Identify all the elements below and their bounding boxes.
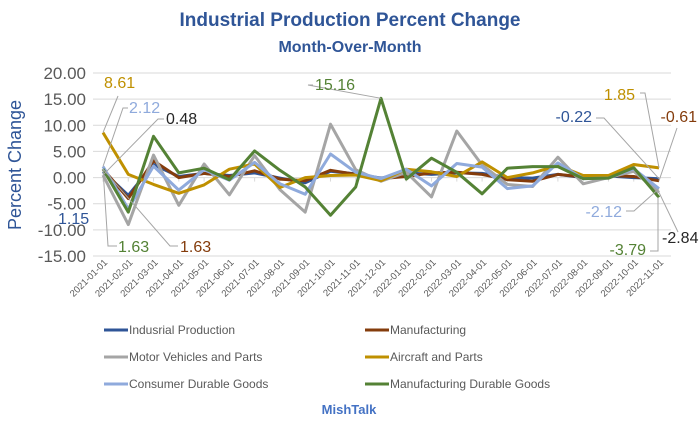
legend-label: Manufacturing bbox=[390, 323, 466, 337]
annotation-leader bbox=[640, 92, 660, 168]
data-label: 1.63 bbox=[180, 239, 211, 256]
data-label: 1.63 bbox=[118, 239, 149, 256]
chart-title: Industrial Production Percent Change bbox=[180, 10, 521, 31]
y-axis-ticks: 20.00 15.00 10.00 5.00 0.00 -5.00 -10.00 -15.00 bbox=[38, 64, 86, 266]
legend-label: Manufacturing Durable Goods bbox=[390, 377, 550, 391]
x-axis-ticks: 2021-01-012021-02-012021-03-012021-04-01… bbox=[68, 177, 666, 299]
legend-item: Manufacturing Durable Goods bbox=[365, 377, 550, 391]
legend-label: Motor Vehicles and Parts bbox=[129, 350, 262, 364]
legend-item: Manufacturing bbox=[365, 323, 466, 337]
annotation-leader bbox=[596, 117, 660, 180]
data-label: -2.84 bbox=[662, 230, 699, 247]
data-label: 1.15 bbox=[58, 211, 89, 228]
annotation-leader bbox=[650, 197, 659, 252]
data-label: 8.61 bbox=[104, 75, 135, 92]
chart-subtitle: Month-Over-Month bbox=[278, 39, 421, 56]
legend-label: Aircraft and Parts bbox=[390, 350, 483, 364]
legend-label: Indusrial Production bbox=[129, 323, 235, 337]
annotation-leader bbox=[626, 188, 660, 212]
legend-item: Indusrial Production bbox=[104, 323, 235, 337]
y-tick-label: 5.00 bbox=[53, 142, 86, 161]
legend-item: Consumer Durable Goods bbox=[104, 377, 268, 391]
annotation-leader bbox=[102, 118, 164, 176]
data-label: 0.48 bbox=[166, 111, 197, 128]
annotation-leader bbox=[102, 95, 119, 133]
legend: Indusrial Production Manufacturing Motor V… bbox=[104, 323, 550, 391]
legend-label: Consumer Durable Goods bbox=[129, 377, 268, 391]
y-tick-label: 15.00 bbox=[43, 90, 86, 109]
y-axis-label: Percent Change bbox=[5, 100, 25, 230]
data-label: -0.61 bbox=[661, 109, 698, 126]
annotation-leaders bbox=[102, 84, 679, 252]
data-label: 2.12 bbox=[129, 100, 160, 117]
annotation-leader bbox=[658, 192, 679, 233]
data-label: -3.79 bbox=[610, 242, 647, 259]
y-tick-label: -5.00 bbox=[47, 195, 86, 214]
annotation-leader bbox=[658, 127, 678, 181]
annotation-leader bbox=[102, 107, 128, 167]
annotation-leader bbox=[102, 169, 117, 247]
annotation-leader bbox=[102, 168, 178, 247]
y-tick-label: -10.00 bbox=[38, 221, 86, 240]
y-tick-label: -15.00 bbox=[38, 247, 86, 266]
data-label: -0.22 bbox=[556, 109, 593, 126]
data-label: -2.12 bbox=[586, 204, 623, 221]
y-tick-label: 20.00 bbox=[43, 64, 86, 83]
legend-item: Motor Vehicles and Parts bbox=[104, 350, 262, 364]
data-label: 15.16 bbox=[315, 77, 355, 94]
y-tick-label: 0.00 bbox=[53, 169, 86, 188]
legend-item: Aircraft and Parts bbox=[365, 350, 483, 364]
annotations: 8.61 2.12 0.48 1.15 1.63 1.63 15.16 1.85 -0.22 -0… bbox=[58, 75, 699, 259]
credit-label: MishTalk bbox=[322, 402, 377, 417]
data-label: 1.85 bbox=[604, 87, 635, 104]
annotation-leader bbox=[307, 84, 382, 99]
series-line-consumer-durable-goods bbox=[101, 152, 660, 211]
y-tick-label: 10.00 bbox=[43, 116, 86, 135]
